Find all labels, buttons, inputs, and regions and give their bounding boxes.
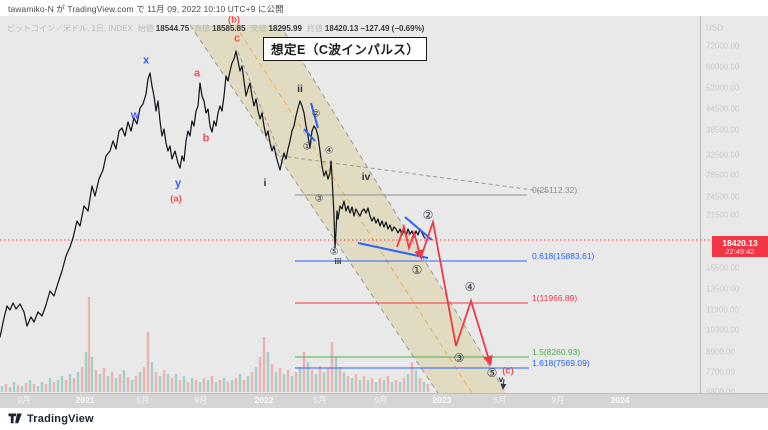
price-axis[interactable] [700, 16, 768, 393]
open-value: 18544.75 [155, 24, 190, 33]
tradingview-logo-icon [8, 413, 22, 424]
chart-legend: ビットコイン／米ドル, 1日, INDEX 始値 18544.75 高値 185… [7, 23, 424, 34]
scenario-annotation-text: 想定E（C波インパルス） [271, 43, 420, 57]
open-label: 始値 [137, 24, 154, 33]
current-price-badge: 18420.13 22:49:42 [712, 236, 768, 257]
change-value: −127.49 (−0.69%) [360, 24, 425, 33]
chart-background [0, 16, 768, 393]
bar-countdown: 22:49:42 [725, 247, 755, 256]
low-value: 18295.99 [268, 24, 302, 33]
publish-info-bar: tawamiko-N が TradingView.com で 11月 09, 2… [0, 0, 768, 16]
close-label: 終値 [306, 24, 323, 33]
high-label: 高値 [194, 24, 211, 33]
current-price-value: 18420.13 [722, 237, 758, 248]
symbol-title: ビットコイン／米ドル, 1日, INDEX [7, 24, 133, 33]
footer-bar: TradingView [0, 408, 768, 430]
close-value: 18420.13 [324, 24, 359, 33]
time-axis[interactable] [0, 393, 768, 409]
publish-info-text: tawamiko-N が TradingView.com で 11月 09, 2… [8, 4, 284, 14]
high-value: 18585.85 [212, 24, 246, 33]
scenario-annotation-box[interactable]: 想定E（C波インパルス） [263, 37, 428, 61]
low-label: 安値 [250, 24, 267, 33]
tradingview-logo[interactable]: TradingView [8, 412, 94, 425]
tradingview-logo-text: TradingView [27, 412, 94, 425]
